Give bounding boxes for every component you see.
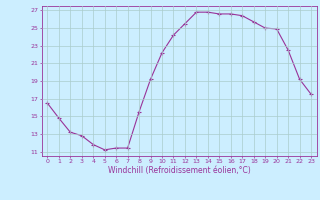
X-axis label: Windchill (Refroidissement éolien,°C): Windchill (Refroidissement éolien,°C): [108, 166, 251, 175]
